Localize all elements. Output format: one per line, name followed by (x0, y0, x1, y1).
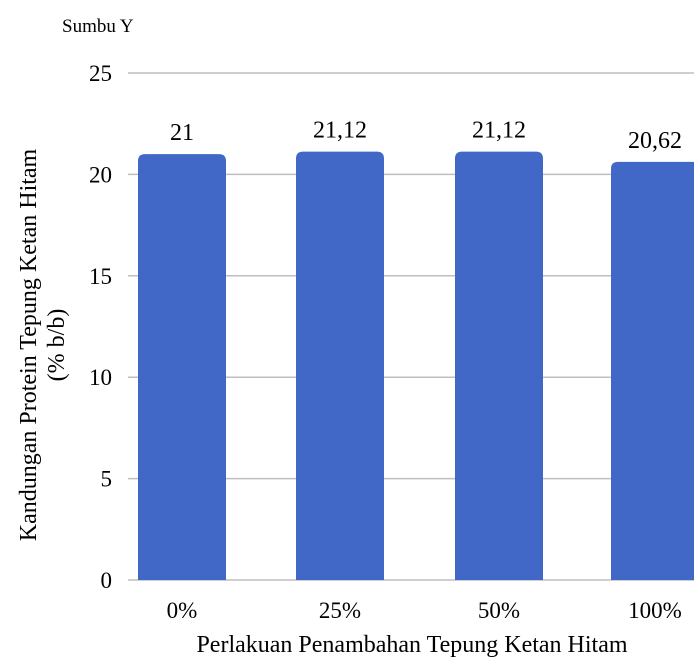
data-labels: 21 21,12 21,12 20,62 (170, 118, 682, 154)
y-axis-title-line1: Kandungan Protein Tepung Ketan Hitam (16, 148, 42, 541)
bar-0pct (138, 154, 226, 580)
x-tick-label: 25% (319, 598, 361, 623)
y-axis-title-line2: (% b/b) (44, 309, 70, 382)
data-label: 21,12 (313, 118, 367, 144)
y-tick-label: 15 (89, 264, 112, 289)
y-axis-corner-label: Sumbu Y (62, 16, 134, 37)
bars (138, 151, 694, 580)
y-tick-label: 20 (89, 162, 112, 187)
data-label: 20,62 (628, 128, 682, 154)
y-tick-label: 10 (89, 365, 112, 390)
y-axis-ticks: 0 5 10 15 20 25 (89, 61, 112, 593)
data-label: 21,12 (472, 118, 526, 144)
x-tick-label: 100% (628, 598, 682, 623)
x-tick-label: 0% (167, 598, 198, 623)
bar-100pct (611, 161, 694, 580)
x-tick-label: 50% (478, 598, 520, 623)
x-axis-ticks: 0% 25% 50% 100% (167, 598, 682, 623)
y-tick-label: 25 (89, 61, 112, 86)
y-tick-label: 5 (101, 467, 113, 492)
data-label: 21 (170, 120, 194, 146)
x-axis-title: Perlakuan Penambahan Tepung Ketan Hitam (196, 632, 627, 658)
y-axis-title: Kandungan Protein Tepung Ketan Hitam (% … (16, 148, 70, 541)
y-tick-label: 0 (101, 568, 113, 593)
bar-50pct (455, 151, 543, 580)
bar-25pct (296, 151, 384, 580)
